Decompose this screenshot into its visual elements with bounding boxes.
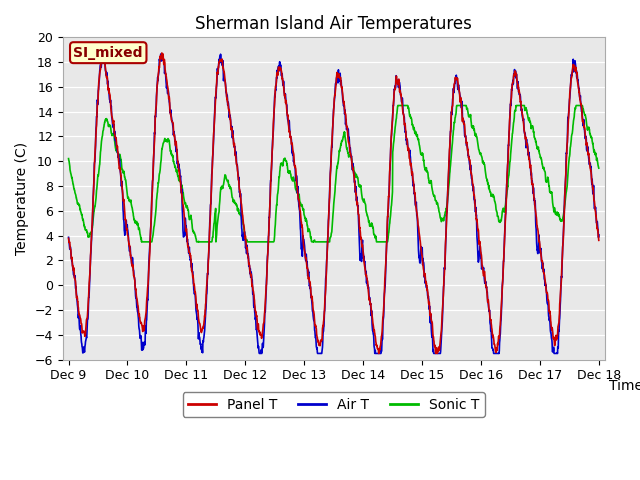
Y-axis label: Temperature (C): Temperature (C) [15,142,29,255]
X-axis label: Time: Time [609,379,640,393]
Title: Sherman Island Air Temperatures: Sherman Island Air Temperatures [195,15,472,33]
Text: SI_mixed: SI_mixed [74,46,143,60]
Legend: Panel T, Air T, Sonic T: Panel T, Air T, Sonic T [182,392,484,417]
